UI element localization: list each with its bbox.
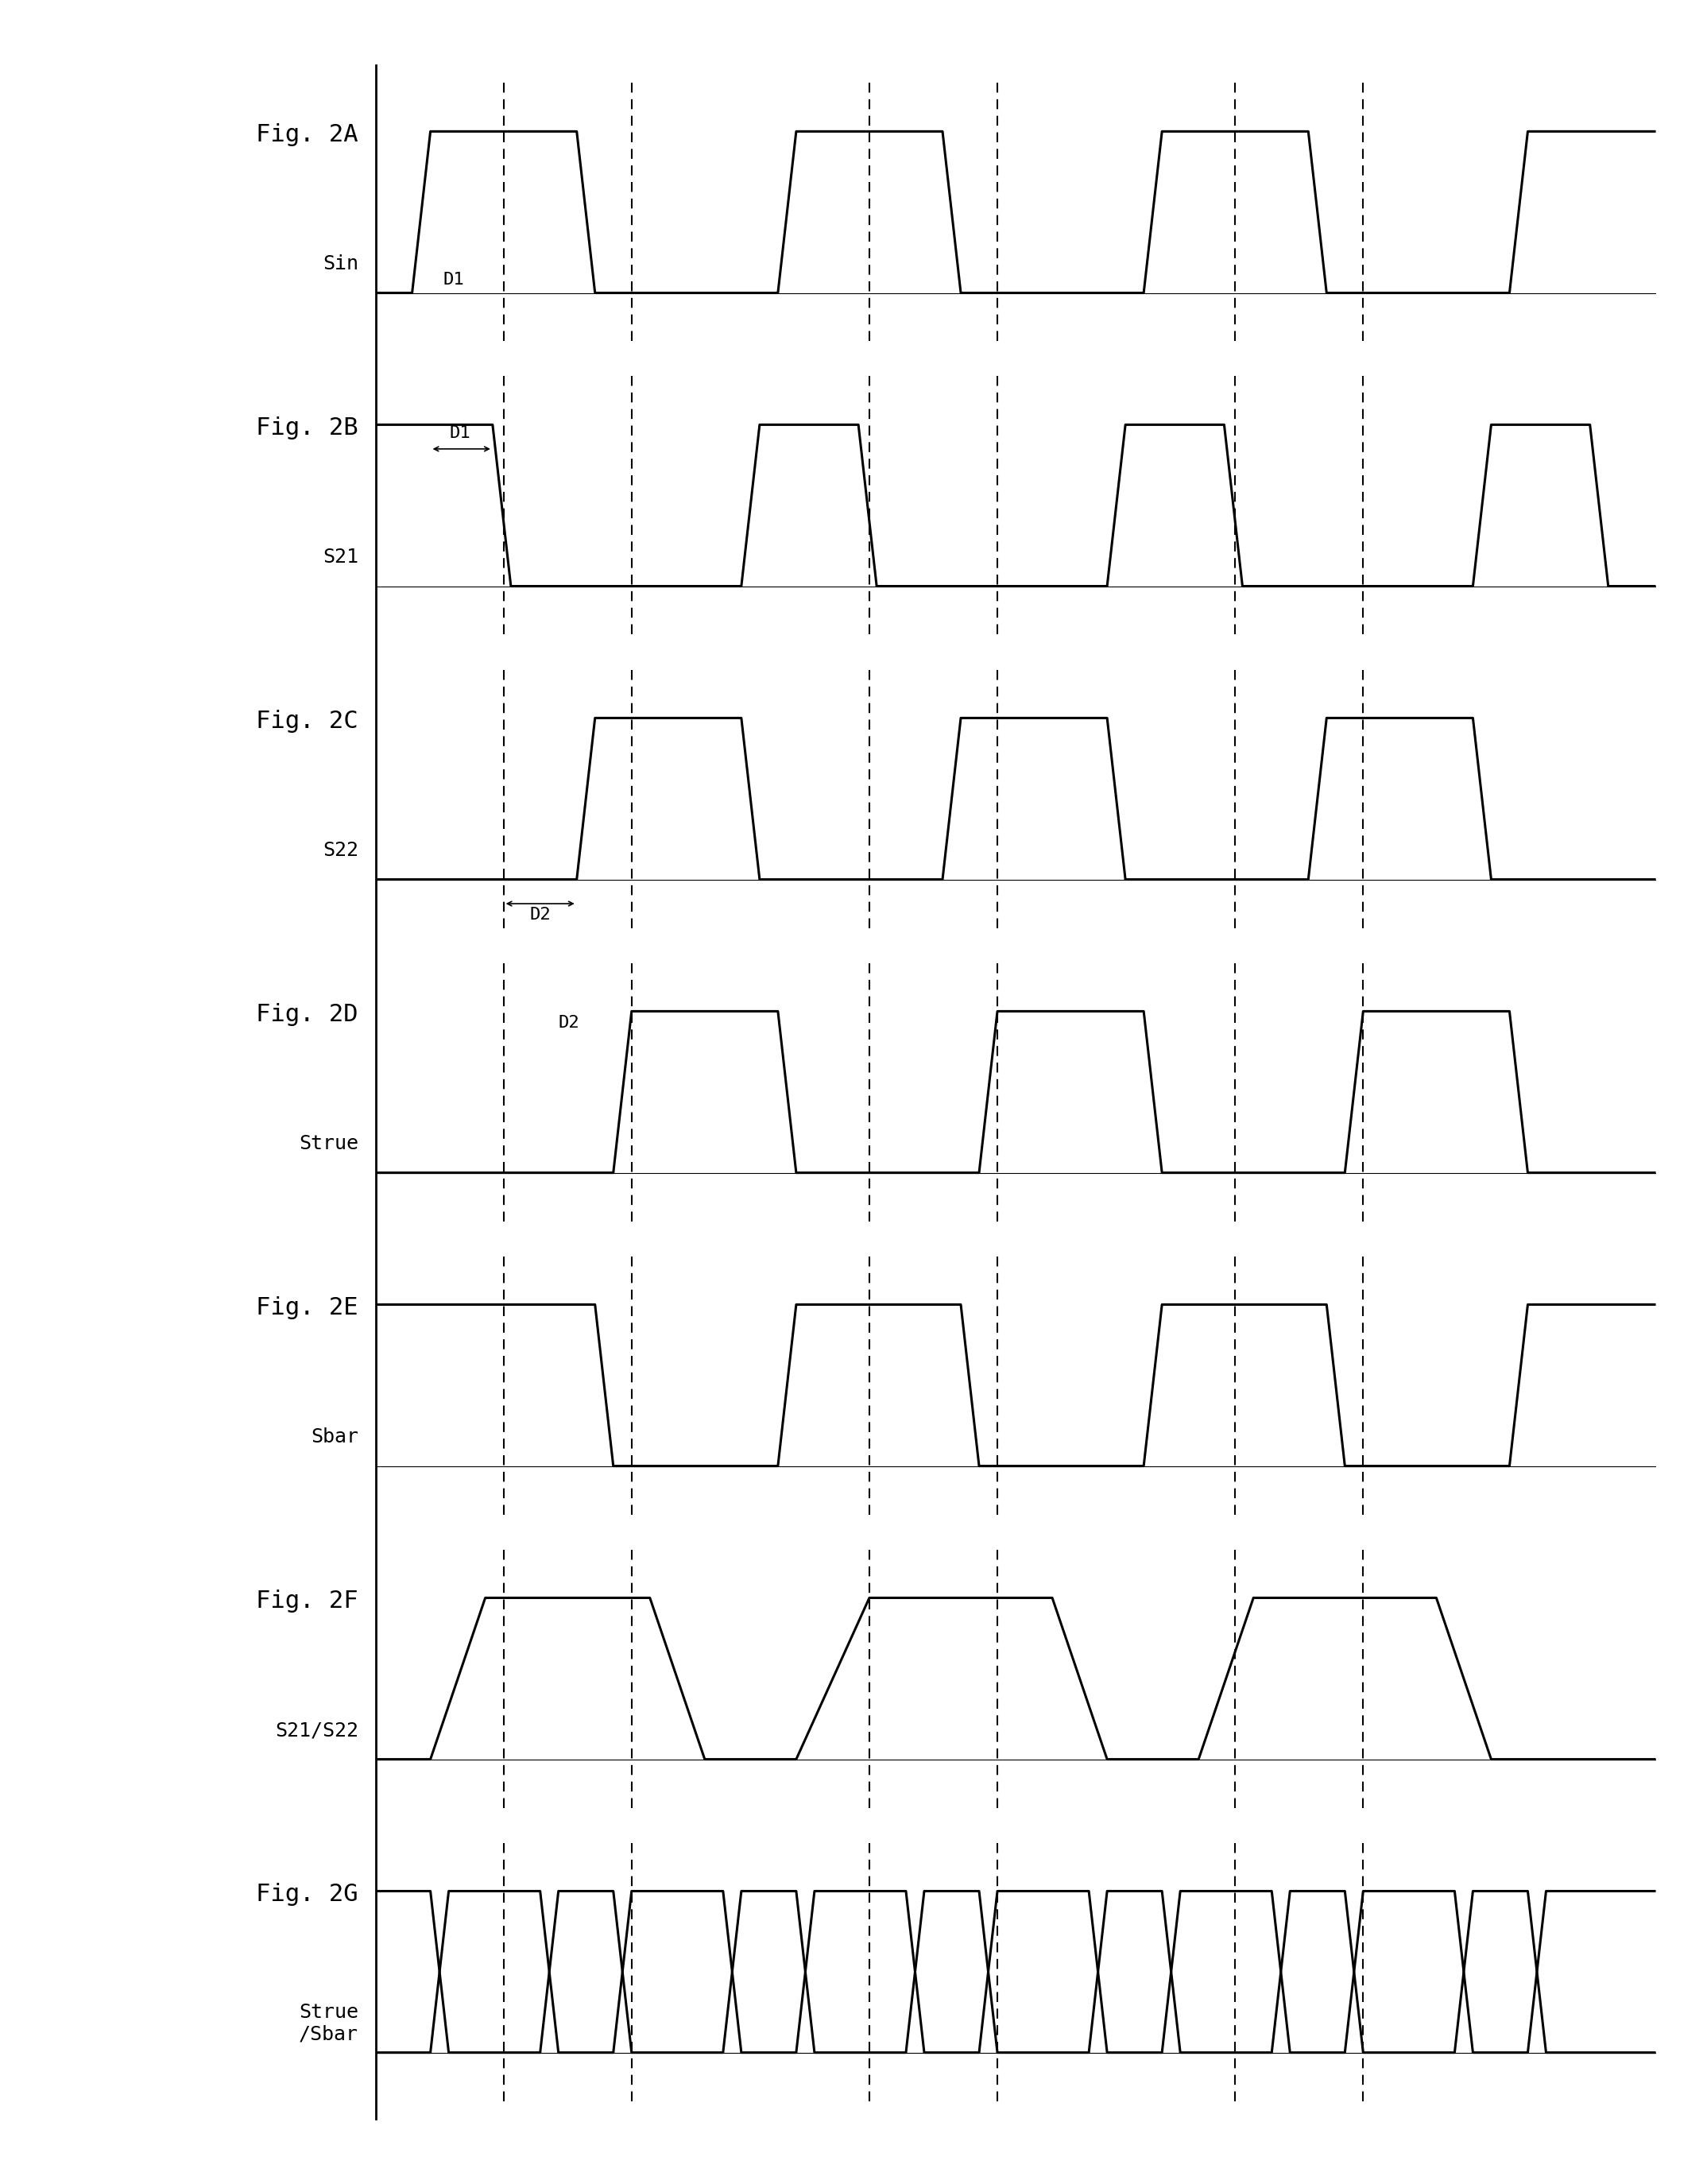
Text: Fig. 2E: Fig. 2E [256,1297,358,1319]
Text: D2: D2 [558,1016,580,1031]
Text: Fig. 2F: Fig. 2F [256,1590,358,1612]
Text: Fig. 2D: Fig. 2D [256,1002,358,1026]
Text: D1: D1 [449,426,471,441]
Text: S21: S21 [323,548,358,566]
Text: D2: D2 [529,906,551,924]
Text: Strue
/Sbar: Strue /Sbar [299,2003,358,2044]
Text: Sin: Sin [323,253,358,273]
Text: S21/S22: S21/S22 [275,1721,358,1741]
Text: Strue: Strue [299,1133,358,1153]
Text: Fig. 2C: Fig. 2C [256,710,358,734]
Text: Fig. 2G: Fig. 2G [256,1883,358,1907]
Text: D1: D1 [444,273,464,288]
Text: Sbar: Sbar [311,1428,358,1446]
Text: Fig. 2B: Fig. 2B [256,417,358,439]
Text: Fig. 2A: Fig. 2A [256,122,358,146]
Text: S22: S22 [323,841,358,860]
